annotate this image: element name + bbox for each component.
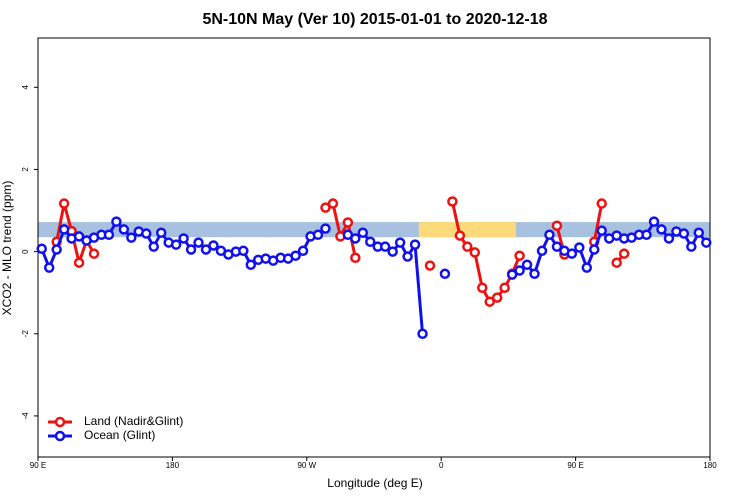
data-point [581,262,593,273]
data-point [618,248,630,259]
data-point [648,216,660,227]
data-point [469,247,481,258]
data-point [51,244,62,255]
data-point [424,260,436,271]
data-point [678,228,690,239]
data-point [574,242,585,253]
data-point [387,246,398,257]
data-point [506,269,518,280]
data-point [58,224,70,235]
data-point [245,259,257,271]
y-tick-label: -2 [21,330,30,338]
data-point [566,248,578,259]
x-tick-label: 180 [166,461,180,470]
data-point [529,268,540,280]
data-point [178,233,189,244]
data-point [43,262,55,273]
data-point [185,244,197,255]
data-point [73,257,85,268]
data-point [641,229,652,241]
data-point [663,233,675,244]
data-point [462,241,473,252]
data-point [290,250,301,261]
data-point [656,224,667,235]
data-point [491,292,503,303]
data-point [686,241,697,252]
data-point [596,225,607,236]
data-point [544,229,555,241]
reference-band [38,222,710,238]
data-point [589,244,600,255]
data-point [297,245,309,257]
data-point [193,237,204,248]
y-tick-label: 2 [21,167,30,172]
x-axis-label: Longitude (deg E) [327,476,422,490]
x-tick-label: 0 [439,461,444,470]
data-point [447,196,458,207]
data-point [514,250,525,261]
data-point [701,237,712,248]
data-point [379,241,391,252]
data-point [693,227,705,238]
data-point [357,227,369,238]
data-point [238,245,249,257]
data-point [611,257,622,268]
y-axis-label: XCO2 - MLO trend (ppm) [0,181,14,316]
data-point [126,232,137,243]
chart-title: 5N-10N May (Ver 10) 2015-01-01 to 2020-1… [202,11,547,28]
legend-marker [54,416,66,428]
data-point [320,223,331,234]
y-tick-label: 0 [21,249,30,254]
legend-marker [54,430,66,442]
data-point [170,239,182,250]
data-point [521,259,533,271]
y-tick-label: -4 [21,412,30,420]
legend-label: Ocean (Glint) [84,428,155,442]
legend-label: Land (Nadir&Glint) [84,414,183,428]
y-tick-label: 4 [21,85,30,90]
data-point [439,268,451,280]
data-point [200,244,212,255]
data-point [36,243,47,254]
x-tick-label: 90 W [297,461,316,470]
data-point [499,282,510,294]
data-point [484,296,495,307]
data-point [409,239,421,250]
data-point [402,251,413,262]
data-point [417,328,428,340]
data-point [58,198,70,209]
data-point [551,241,563,252]
data-point [394,237,406,248]
data-point [454,230,466,241]
data-point [141,228,152,239]
data-point [365,236,376,247]
data-point [596,198,607,209]
data-point [312,229,324,241]
data-point [118,224,130,235]
data-point [320,202,331,213]
data-point [148,241,159,252]
data-point [155,227,167,238]
data-point [73,231,85,242]
data-point [111,216,122,227]
data-point [350,252,361,264]
data-point [477,282,488,294]
data-point [551,220,563,231]
data-point [536,245,548,257]
data-point [350,233,361,244]
data-point [103,229,115,241]
x-tick-label: 90 E [30,461,46,470]
highlight-band [418,222,516,238]
data-point [342,217,354,228]
data-point [88,248,100,259]
data-point [327,198,339,209]
x-tick-label: 180 [703,461,717,470]
data-point [514,265,525,276]
x-tick-label: 90 E [567,461,583,470]
data-point [208,240,219,251]
